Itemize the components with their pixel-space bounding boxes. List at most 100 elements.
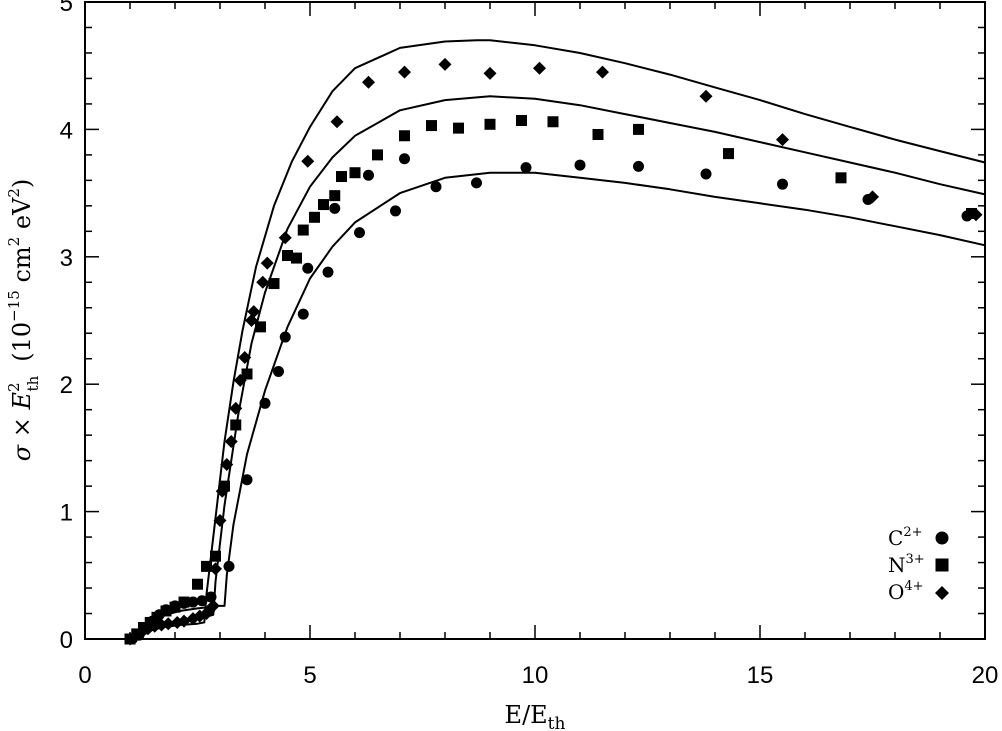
data-point (699, 89, 713, 103)
data-point (224, 435, 238, 449)
y-tick-label: 5 (60, 0, 73, 17)
data-point (533, 61, 546, 75)
model-curve-c (129, 171, 986, 640)
x-tick-label: 5 (303, 662, 316, 689)
data-point (268, 278, 280, 290)
x-axis-title-base: E/E (505, 701, 548, 729)
model-curve-o (129, 39, 986, 640)
x-axis-title: E/Eth (505, 701, 566, 731)
data-point (278, 231, 292, 245)
data-point (700, 168, 712, 180)
legend-item-c: C2+ (888, 525, 949, 550)
legend-item-o: O4+ (888, 579, 949, 604)
x-axis-title-sub: th (548, 714, 566, 731)
data-point (223, 560, 235, 572)
data-point (297, 224, 309, 236)
data-point (178, 596, 190, 608)
y-axis-title-unit-sup1: 2 (5, 237, 23, 247)
legend-label-o: O4+ (888, 579, 924, 604)
y-axis-title-unit-post: ) (8, 179, 36, 188)
data-point (363, 169, 374, 181)
data-point (210, 550, 221, 562)
data-point (438, 57, 452, 71)
data-point (633, 160, 644, 172)
legend-item-n: N3+ (888, 552, 949, 577)
legend-o-sup: 4+ (904, 579, 923, 594)
data-point (471, 177, 482, 189)
y-axis-title-unit-mid: cm (8, 246, 36, 290)
legend-marker-o (935, 586, 949, 600)
data-points (123, 57, 983, 646)
data-point (329, 202, 341, 214)
data-point (399, 153, 410, 165)
series-n (124, 114, 977, 645)
y-tick-label: 0 (60, 627, 73, 654)
legend-label-n: N3+ (888, 552, 925, 577)
data-point (255, 321, 266, 333)
data-point (205, 591, 217, 603)
data-point (230, 419, 242, 431)
legend-c-sup: 2+ (903, 525, 922, 540)
data-point (596, 65, 609, 79)
data-point (219, 480, 230, 492)
data-point (256, 275, 270, 289)
x-tick-label: 15 (747, 662, 774, 689)
data-point (592, 128, 604, 140)
y-axis-title-unit-ev: eV (8, 197, 36, 237)
data-point (196, 595, 208, 607)
y-axis-title-sup: 2 (5, 382, 23, 392)
data-point (241, 474, 253, 486)
data-point (213, 514, 227, 528)
data-point (329, 190, 341, 202)
x-tick-label: 10 (522, 662, 549, 689)
data-point (259, 397, 271, 409)
plot-area (84, 1, 986, 646)
y-axis-title-unit-sup2: 2 (5, 188, 23, 198)
data-point (318, 199, 329, 211)
data-point (372, 149, 383, 161)
data-point (220, 457, 234, 471)
data-point (426, 120, 437, 132)
data-point (209, 562, 222, 576)
data-point (161, 617, 175, 631)
data-point (777, 178, 788, 190)
data-point (233, 373, 247, 387)
data-point (238, 350, 252, 364)
y-tick-labels: 0 1 2 3 4 5 (60, 0, 73, 654)
data-point (723, 148, 734, 160)
data-point (362, 75, 375, 89)
data-point (322, 266, 334, 278)
legend: C2+ N3+ O4+ (888, 525, 949, 604)
legend-n-sup: 3+ (906, 552, 925, 567)
data-point (866, 190, 879, 204)
legend-label-c: C2+ (888, 525, 922, 550)
data-point (160, 605, 172, 617)
data-point (279, 331, 291, 343)
data-point (282, 250, 293, 262)
data-point (349, 167, 361, 179)
data-point (302, 262, 314, 274)
series-o (123, 57, 983, 646)
data-point (301, 154, 315, 168)
data-point (354, 227, 365, 239)
data-point (399, 130, 410, 142)
data-point (291, 252, 302, 264)
data-point (169, 601, 181, 613)
data-point (247, 305, 261, 319)
legend-c-name: C (888, 526, 903, 550)
x-tick-label: 0 (78, 662, 91, 689)
y-axis-title-pre: σ × E (8, 392, 36, 462)
y-tick-label: 4 (60, 117, 73, 144)
data-point (484, 118, 496, 130)
data-point (520, 162, 532, 174)
series-c (126, 153, 973, 645)
data-point (187, 596, 199, 608)
data-point (241, 368, 253, 380)
legend-o-name: O (888, 580, 904, 604)
data-point (330, 115, 344, 129)
data-point (201, 560, 212, 572)
data-point (215, 484, 229, 498)
legend-n-name: N (888, 553, 906, 577)
data-point (430, 181, 442, 193)
